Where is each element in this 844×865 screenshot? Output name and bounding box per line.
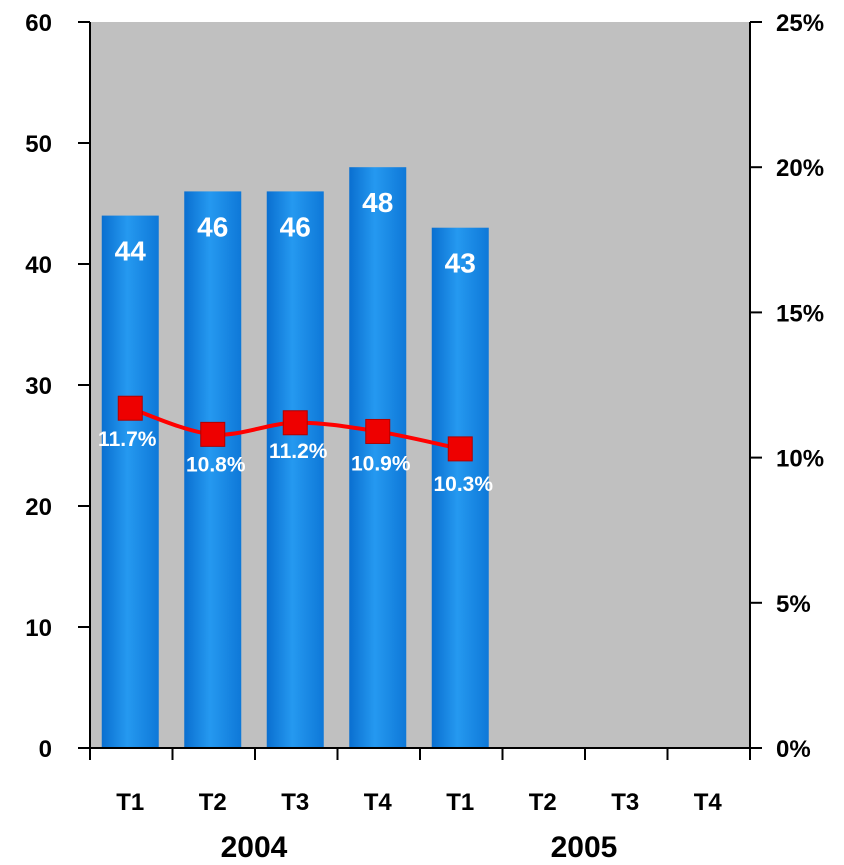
bar-value-label: 43 <box>445 248 476 279</box>
bar <box>349 167 407 748</box>
line-marker <box>447 436 473 462</box>
line-value-label: 11.7% <box>98 428 157 451</box>
bar-value-label: 48 <box>362 187 393 218</box>
line-value-label: 10.8% <box>186 453 246 476</box>
line-marker <box>200 421 226 447</box>
line-marker <box>365 418 391 444</box>
bar-value-label: 44 <box>115 236 147 267</box>
x-tick-label: T2 <box>529 789 557 816</box>
line-value-label: 11.2% <box>269 440 328 463</box>
x-tick-label: T1 <box>116 789 144 816</box>
line-value-label: 10.9% <box>351 452 411 475</box>
left-tick-label: 40 <box>25 252 52 279</box>
right-tick-label: 20% <box>776 155 824 182</box>
right-tick-label: 10% <box>776 446 824 473</box>
left-tick-label: 30 <box>25 373 52 400</box>
x-tick-label: T3 <box>281 789 309 816</box>
x-tick-label: T4 <box>694 789 723 816</box>
line-value-label: 10.3% <box>433 473 493 496</box>
right-tick-label: 0% <box>776 736 811 763</box>
bar-value-label: 46 <box>197 211 228 242</box>
right-tick-label: 15% <box>776 300 824 327</box>
bar-value-label: 46 <box>280 211 311 242</box>
x-tick-label: T2 <box>199 789 227 816</box>
left-tick-label: 20 <box>25 494 52 521</box>
x-tick-label: T3 <box>611 789 639 816</box>
left-tick-label: 60 <box>25 10 52 37</box>
bar <box>101 215 159 749</box>
left-tick-label: 0 <box>39 736 52 763</box>
left-tick-label: 50 <box>25 131 52 158</box>
right-tick-label: 25% <box>776 10 824 37</box>
bar <box>184 191 242 748</box>
line-marker <box>282 410 308 436</box>
x-tick-label: T1 <box>446 789 474 816</box>
left-tick-label: 10 <box>25 615 52 642</box>
bar <box>266 191 324 748</box>
x-group-label: 2005 <box>551 831 618 864</box>
right-tick-label: 5% <box>776 591 811 618</box>
x-group-label: 2004 <box>221 831 288 864</box>
x-tick-label: T4 <box>364 789 393 816</box>
line-marker <box>117 395 143 421</box>
bar <box>431 227 489 748</box>
